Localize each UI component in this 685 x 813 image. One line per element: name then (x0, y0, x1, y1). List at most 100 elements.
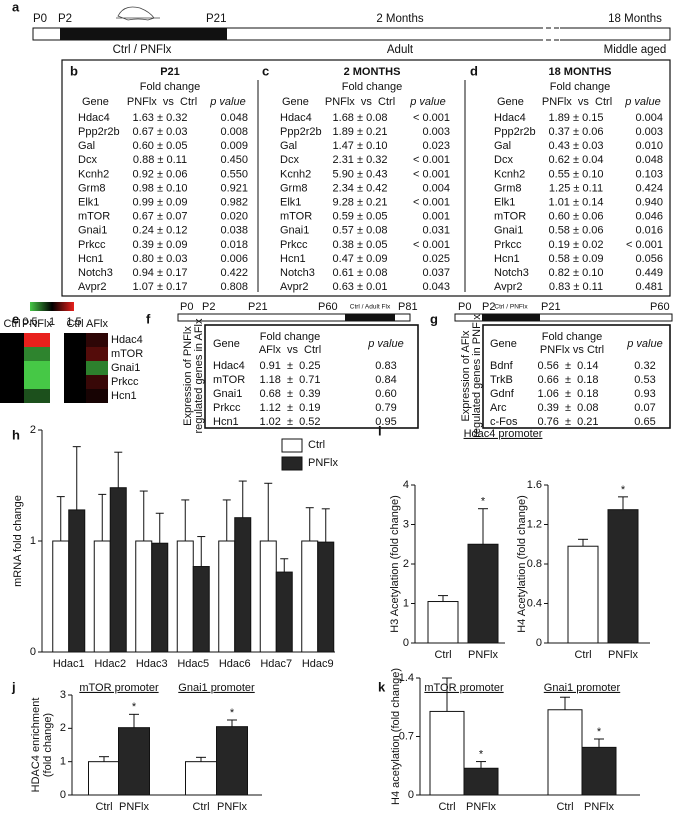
fold-change: 0.58 ± 0.09 (549, 253, 604, 265)
bar (463, 767, 499, 796)
fold-change: 0.63 ± 0.01 (333, 281, 388, 293)
fold-change: 0.38 ± 0.05 (333, 239, 388, 251)
fold-change: 0.39 ± 0.09 (133, 239, 188, 251)
fold-change: 2.31 ± 0.32 (333, 154, 388, 166)
timeline-label: P81 (398, 301, 418, 313)
bar (68, 509, 86, 653)
timeline-label: P60 (318, 301, 338, 313)
y-tick-label: 0 (403, 637, 409, 649)
p-value: 0.006 (220, 253, 248, 265)
table-header: Fold change (260, 331, 321, 343)
x-tick-label: Hdac3 (136, 658, 168, 670)
table-header: Gene (490, 338, 517, 350)
bar (429, 710, 465, 796)
bar (259, 540, 277, 653)
timeline-period (482, 314, 540, 321)
table-header: Fold change (542, 331, 603, 343)
p-value: 0.84 (375, 374, 396, 386)
timeline-bar (177, 313, 411, 322)
bar (581, 746, 617, 796)
bar (192, 566, 210, 653)
timeline-label: P0 (180, 301, 193, 313)
gene-name: Gnai1 (213, 388, 242, 400)
fold-change: 0.91 ± 0.25 (259, 360, 320, 372)
side-label: Expression of PNFlx (182, 326, 194, 426)
group-title: Gnai1 promoter (544, 682, 621, 694)
fold-change: 0.58 ± 0.06 (549, 225, 604, 237)
timeline-label: Ctrl / PNFlx (494, 304, 528, 311)
timeline-label: Middle aged (604, 44, 667, 56)
gene-name: Hcn1 (213, 416, 239, 428)
heatmap-cell (86, 347, 108, 361)
y-axis-label: (fold change) (42, 713, 54, 777)
fold-change: 0.56 ± 0.14 (537, 360, 598, 372)
significance-star: * (132, 701, 137, 713)
gene-name: Prkcc (213, 402, 241, 414)
heatmap-column-label: Ctrl (66, 318, 83, 330)
p-value: 0.982 (220, 197, 248, 209)
fold-change: 0.67 ± 0.07 (133, 211, 188, 223)
y-tick-label: 1.2 (527, 518, 542, 530)
p-value: 0.424 (635, 182, 663, 194)
x-tick-label: Ctrl (192, 801, 209, 813)
fold-change: 0.57 ± 0.08 (333, 225, 388, 237)
x-tick-label: Hdac7 (260, 658, 292, 670)
panel-letter: j (11, 679, 16, 694)
x-tick-label: Hdac2 (94, 658, 126, 670)
p-value: 0.449 (635, 267, 663, 279)
significance-star: * (597, 726, 602, 738)
p-value: 0.808 (220, 281, 248, 293)
heatmap-column-label: Ctrl (3, 318, 20, 330)
p-value: 0.037 (422, 267, 450, 279)
gene-name: mTOR (213, 374, 245, 386)
bar (607, 509, 639, 644)
timeline-label: 2 Months (376, 13, 424, 25)
panel-letter: c (262, 63, 269, 78)
fold-change: 0.66 ± 0.18 (537, 374, 598, 386)
x-tick-label: PNFlx (217, 801, 247, 813)
table-header: p value (626, 338, 662, 350)
gene-name: TrkB (490, 374, 513, 386)
y-tick-label: 0 (408, 789, 414, 801)
fold-change: 1.06 ± 0.18 (537, 388, 598, 400)
heatmap-cell (64, 361, 86, 375)
colorbar (30, 302, 74, 311)
y-tick-label: 1.6 (527, 479, 542, 491)
fold-change: 0.92 ± 0.06 (133, 168, 188, 180)
table-header: Gene (282, 96, 309, 108)
gene-name: Hdac4 (213, 360, 245, 372)
timeline-label: Ctrl / Adult Flx (350, 304, 391, 311)
fold-change: 0.60 ± 0.05 (133, 140, 188, 152)
gene-name: mTOR (494, 211, 526, 223)
y-tick-label: 1 (403, 597, 409, 609)
fold-change: 1.18 ± 0.71 (259, 374, 320, 386)
gene-name: Dcx (78, 154, 97, 166)
gene-name: Avpr2 (494, 281, 523, 293)
bar (52, 540, 70, 653)
p-value: 0.048 (635, 154, 663, 166)
panel-letter: b (70, 63, 78, 78)
side-label: regulated genes in PNFlx (471, 314, 483, 438)
fold-change: 0.59 ± 0.05 (333, 211, 388, 223)
bar (427, 601, 459, 644)
fold-change: 0.82 ± 0.10 (549, 267, 604, 279)
colorbar-label: 0.5 (22, 316, 37, 328)
fold-change: 1.25 ± 0.11 (549, 182, 603, 194)
y-tick-label: 4 (403, 479, 409, 491)
p-value: 0.422 (220, 267, 248, 279)
heatmap-cell (24, 389, 50, 403)
gene-name: Dcx (494, 154, 513, 166)
y-tick-label: 3 (60, 689, 66, 701)
colorbar-label: 1 (49, 316, 55, 328)
table-header: p value (367, 338, 403, 350)
fold-change: 1.12 ± 0.19 (259, 402, 320, 414)
fold-change: 0.39 ± 0.08 (537, 402, 598, 414)
bar (467, 543, 499, 644)
y-tick-label: 1 (60, 756, 66, 768)
bar (234, 517, 252, 653)
y-tick-label: 2 (60, 722, 66, 734)
legend-label: Ctrl (308, 439, 325, 451)
gene-name: Bdnf (490, 360, 514, 372)
gene-name: Grm8 (280, 182, 308, 194)
fold-change: 0.55 ± 0.10 (549, 168, 604, 180)
